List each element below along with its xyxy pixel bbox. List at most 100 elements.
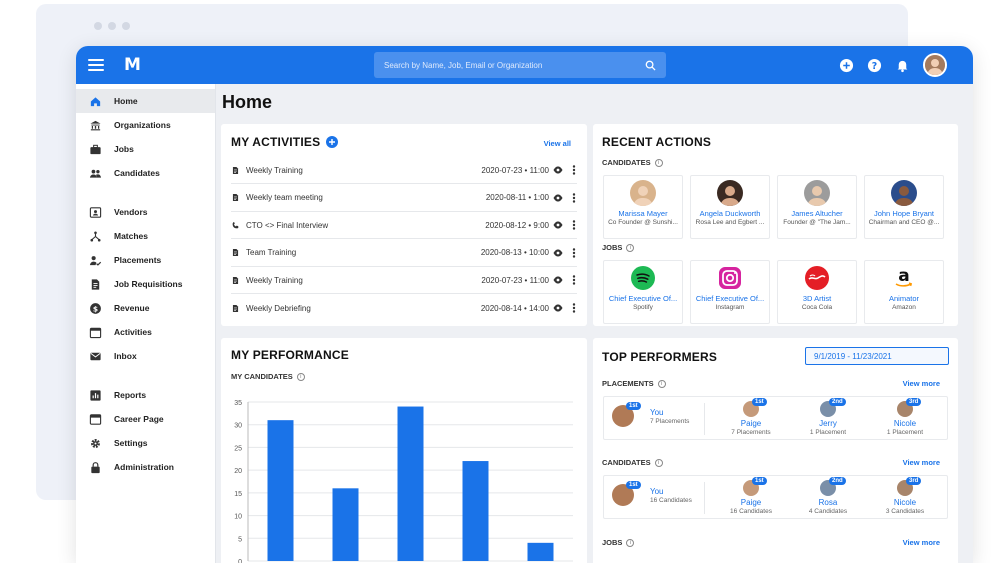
my-candidates-label-text: MY CANDIDATES (231, 372, 293, 381)
sidebar-item-settings[interactable]: Settings (76, 431, 215, 455)
app-logo[interactable]: M (124, 55, 141, 75)
eye-icon[interactable] (553, 221, 563, 229)
network-icon (90, 230, 101, 242)
job-tile[interactable]: Chief Executive Of... Instagram (690, 260, 770, 324)
phone-icon (231, 221, 240, 230)
eye-icon[interactable] (553, 194, 563, 202)
add-activity-icon[interactable] (326, 136, 339, 148)
sidebar-item-matches[interactable]: Matches (76, 224, 215, 248)
y-tick-label: 30 (234, 423, 242, 430)
eye-icon[interactable] (553, 166, 563, 174)
performer-you[interactable]: 1st You 16 Candidates (612, 481, 692, 506)
eye-icon[interactable] (553, 304, 563, 312)
search-input[interactable]: Search by Name, Job, Email or Organizati… (374, 52, 666, 78)
job-tile[interactable]: Chief Executive Of... Spotify (603, 260, 683, 324)
document-icon (231, 193, 240, 202)
sidebar-item-label: Administration (114, 462, 174, 472)
activity-row[interactable]: Team Training 2020-08-13 • 10:00 (231, 240, 577, 267)
sidebar-item-candidates[interactable]: Candidates (76, 161, 215, 185)
sidebar-item-inbox[interactable]: Inbox (76, 344, 215, 368)
view-more-placements[interactable]: View more (902, 379, 940, 388)
menu-icon[interactable] (88, 59, 104, 71)
bar[interactable] (332, 488, 359, 561)
performer[interactable]: 1st Paige 16 Candidates (716, 477, 786, 515)
bar[interactable] (397, 406, 424, 561)
eye-icon[interactable] (553, 249, 563, 257)
spotify-icon (631, 266, 655, 290)
svg-text:?: ? (872, 60, 877, 71)
activities-title: MY ACTIVITIES (231, 135, 339, 149)
more-options-icon[interactable] (571, 303, 577, 313)
more-options-icon[interactable] (571, 220, 577, 230)
search-placeholder: Search by Name, Job, Email or Organizati… (384, 60, 543, 70)
performer-you[interactable]: 1st You 7 Placements (612, 402, 689, 427)
info-icon: i (626, 538, 635, 547)
activity-row[interactable]: Weekly Training 2020-07-23 • 11:00 (231, 267, 577, 294)
sidebar-item-job-requisitions[interactable]: Job Requisitions (76, 272, 215, 296)
view-all-link[interactable]: View all (543, 139, 571, 148)
more-options-icon[interactable] (571, 275, 577, 285)
sidebar-item-revenue[interactable]: $ Revenue (76, 296, 215, 320)
view-more-candidates[interactable]: View more (902, 458, 940, 467)
sidebar-item-placements[interactable]: Placements (76, 248, 215, 272)
sidebar-item-activities[interactable]: Activities (76, 320, 215, 344)
sidebar-item-home[interactable]: Home (76, 89, 215, 113)
activity-row[interactable]: Weekly Debriefing 2020-08-14 • 14:00 (231, 295, 577, 322)
bank-icon (90, 120, 101, 130)
job-tile[interactable]: 3D Artist Coca Cola (777, 260, 857, 324)
bar[interactable] (462, 461, 489, 561)
candidate-tile[interactable]: Angela Duckworth Rosa Lee and Egbert ... (690, 175, 770, 239)
sidebar-item-label: Job Requisitions (114, 279, 183, 289)
document-icon (232, 166, 239, 174)
job-name: Chief Executive Of... (695, 294, 765, 303)
performer[interactable]: 2nd Jerry 1 Placement (793, 398, 863, 436)
avatar (891, 180, 917, 206)
performer[interactable]: 3rd Nicole 3 Candidates (870, 477, 940, 515)
document-icon (231, 166, 240, 175)
candidate-tile[interactable]: John Hope Bryant Chairman and CEO @... (864, 175, 944, 239)
performer[interactable]: 3rd Nicole 1 Placement (870, 398, 940, 436)
avatar: 2nd (820, 477, 846, 496)
eye-icon[interactable] (553, 276, 563, 284)
performer-name: Paige (740, 498, 762, 507)
company-logo: a (891, 265, 917, 291)
activity-row[interactable]: Weekly Training 2020-07-23 • 11:00 (231, 157, 577, 184)
performer-count: 4 Candidates (808, 508, 848, 515)
more-options-icon[interactable] (571, 247, 577, 258)
sidebar-item-reports[interactable]: Reports (76, 383, 215, 407)
candidate-tile[interactable]: Marissa Mayer Co Founder @ Sunshi... (603, 175, 683, 239)
home-icon (89, 95, 102, 108)
candidates-group: 1st You 16 Candidates 1st Paige 16 Candidates… (603, 475, 948, 519)
sidebar-item-administration[interactable]: Administration (76, 455, 215, 479)
more-options-icon[interactable] (571, 165, 577, 175)
sidebar-divider (76, 185, 215, 200)
help-icon[interactable]: ? (867, 58, 882, 73)
performer[interactable]: 1st Paige 7 Placements (716, 398, 786, 436)
activity-date: 2020-08-13 • 10:00 (480, 248, 549, 257)
activity-name: Weekly Training (246, 165, 303, 175)
sidebar-item-career-page[interactable]: Career Page (76, 407, 215, 431)
job-tile[interactable]: a Animator Amazon (864, 260, 944, 324)
activity-row[interactable]: CTO <> Final Interview 2020-08-12 • 9:00 (231, 212, 577, 239)
search-icon[interactable] (645, 60, 656, 71)
document-icon (231, 276, 240, 285)
user-avatar[interactable] (923, 53, 947, 77)
bar[interactable] (527, 542, 554, 561)
y-tick-label: 35 (234, 400, 242, 407)
activity-row[interactable]: Weekly team meeting 2020-08-11 • 1:00 (231, 185, 577, 212)
performer-count: 16 Candidates (730, 508, 772, 515)
performer-name: Rosa (818, 498, 838, 507)
candidate-tile[interactable]: James Altucher Founder @ "The Jam... (777, 175, 857, 239)
bar[interactable] (267, 420, 294, 561)
more-options-icon[interactable] (571, 192, 577, 203)
sidebar-item-organizations[interactable]: Organizations (76, 113, 215, 137)
sidebar-item-vendors[interactable]: Vendors (76, 200, 215, 224)
sidebar-item-jobs[interactable]: Jobs (76, 137, 215, 161)
add-icon[interactable] (839, 58, 854, 73)
performer[interactable]: 2nd Rosa 4 Candidates (793, 477, 863, 515)
job-name: 3D Artist (802, 294, 832, 303)
coca-cola-icon (805, 266, 829, 290)
view-more-jobs[interactable]: View more (902, 538, 940, 547)
date-range-picker[interactable]: 9/1/2019 - 11/23/2021 (805, 347, 949, 365)
bell-icon[interactable] (895, 58, 910, 73)
